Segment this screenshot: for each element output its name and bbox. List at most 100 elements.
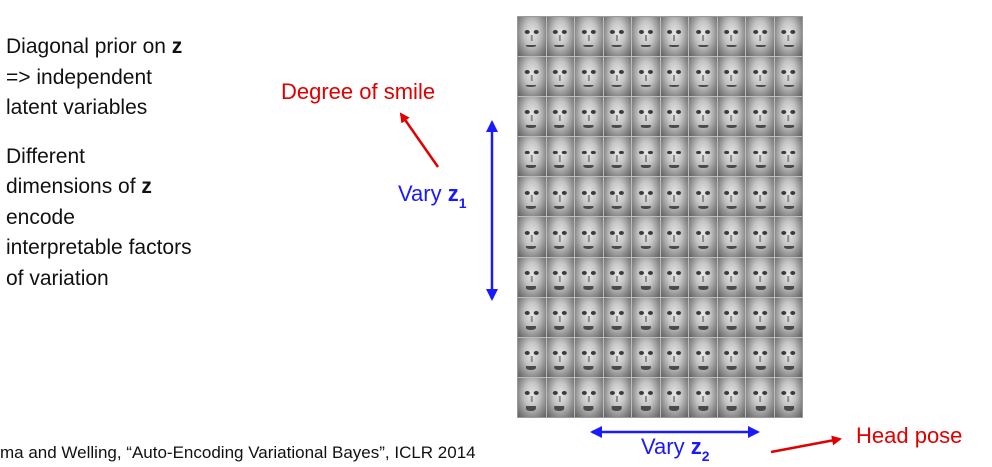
face-eye xyxy=(676,110,682,115)
face-image xyxy=(717,337,745,377)
face-mouth xyxy=(583,325,594,330)
face-image xyxy=(717,217,745,257)
face-eye xyxy=(524,190,530,195)
face-image xyxy=(518,137,546,177)
face-nose xyxy=(730,195,733,202)
face-nose xyxy=(558,115,562,122)
z-symbol: z xyxy=(447,181,459,206)
face-mouth xyxy=(554,205,565,209)
text-line: Diagonal prior on z xyxy=(6,32,256,63)
face-nose xyxy=(644,275,647,282)
z-subscript: 2 xyxy=(701,448,710,464)
face-eye xyxy=(610,230,615,235)
face-mouth xyxy=(583,205,594,209)
face-eye xyxy=(790,30,796,35)
face-eye xyxy=(695,391,701,396)
face-mouth xyxy=(755,245,766,250)
face-eye xyxy=(733,110,739,115)
face-eye xyxy=(533,110,539,115)
face-eye xyxy=(610,110,615,115)
face-image xyxy=(518,337,546,377)
face-eye xyxy=(762,270,768,275)
face-eye xyxy=(647,391,653,396)
face-nose xyxy=(644,195,647,202)
face-eye xyxy=(533,351,539,355)
face-nose xyxy=(701,315,704,322)
face-mouth xyxy=(784,205,795,209)
face-nose xyxy=(530,195,533,202)
face-image xyxy=(632,17,660,57)
face-eye xyxy=(695,110,701,115)
face-mouth xyxy=(726,45,737,48)
face-eye xyxy=(781,351,787,355)
face-image xyxy=(632,137,660,177)
face-nose xyxy=(587,34,590,42)
face-eye xyxy=(667,190,673,195)
face-mouth xyxy=(525,365,536,371)
face-mouth xyxy=(784,245,795,250)
face-nose xyxy=(787,235,790,242)
face-eye xyxy=(733,391,739,396)
face-nose xyxy=(701,395,704,403)
face-image xyxy=(660,137,688,177)
face-eye xyxy=(667,110,673,115)
face-nose xyxy=(701,195,704,202)
face-eye xyxy=(524,150,530,155)
face-eye xyxy=(581,391,587,396)
face-nose xyxy=(730,155,733,162)
face-nose xyxy=(587,155,590,162)
face-nose xyxy=(530,315,533,322)
face-eye xyxy=(781,310,787,315)
face-mouth xyxy=(698,406,709,411)
face-eye xyxy=(733,310,739,315)
face-mouth xyxy=(554,165,565,169)
face-eye xyxy=(790,70,796,75)
face-eye xyxy=(638,230,644,235)
face-image xyxy=(575,297,603,337)
face-image xyxy=(774,97,802,137)
face-mouth xyxy=(640,285,651,290)
face-image xyxy=(660,337,688,377)
face-eye xyxy=(724,310,730,315)
face-nose xyxy=(758,275,762,282)
face-image xyxy=(603,137,631,177)
face-mouth xyxy=(669,245,680,250)
face-image xyxy=(689,137,717,177)
face-nose xyxy=(787,275,790,282)
face-eye xyxy=(619,190,625,195)
face-eye xyxy=(695,150,701,155)
face-eye xyxy=(590,230,596,235)
text-line: of variation xyxy=(6,266,109,290)
face-nose xyxy=(673,235,676,242)
face-image xyxy=(632,97,660,137)
face-eye xyxy=(724,70,730,75)
face-eye xyxy=(724,230,730,235)
face-mouth xyxy=(726,165,737,169)
face-mouth xyxy=(698,165,709,169)
face-image xyxy=(575,177,603,217)
face-image xyxy=(546,57,574,97)
face-image xyxy=(518,297,546,337)
face-eye xyxy=(705,270,710,275)
face-eye xyxy=(552,150,558,155)
face-image xyxy=(774,57,802,97)
face-eye xyxy=(590,270,596,275)
face-image xyxy=(689,57,717,97)
face-nose xyxy=(758,235,762,242)
face-eye xyxy=(647,310,653,315)
face-eye xyxy=(781,110,787,115)
face-nose xyxy=(530,155,533,162)
face-mouth xyxy=(726,125,737,128)
face-eye xyxy=(619,70,625,75)
face-image xyxy=(603,337,631,377)
face-nose xyxy=(758,395,762,403)
face-image xyxy=(746,177,774,217)
text-line: latent variables xyxy=(6,96,148,119)
face-eye xyxy=(562,351,568,355)
face-eye xyxy=(552,110,558,115)
face-nose xyxy=(787,34,790,42)
face-eye xyxy=(705,310,710,315)
face-mouth xyxy=(640,45,651,48)
face-image xyxy=(660,257,688,297)
face-mouth xyxy=(554,85,565,88)
